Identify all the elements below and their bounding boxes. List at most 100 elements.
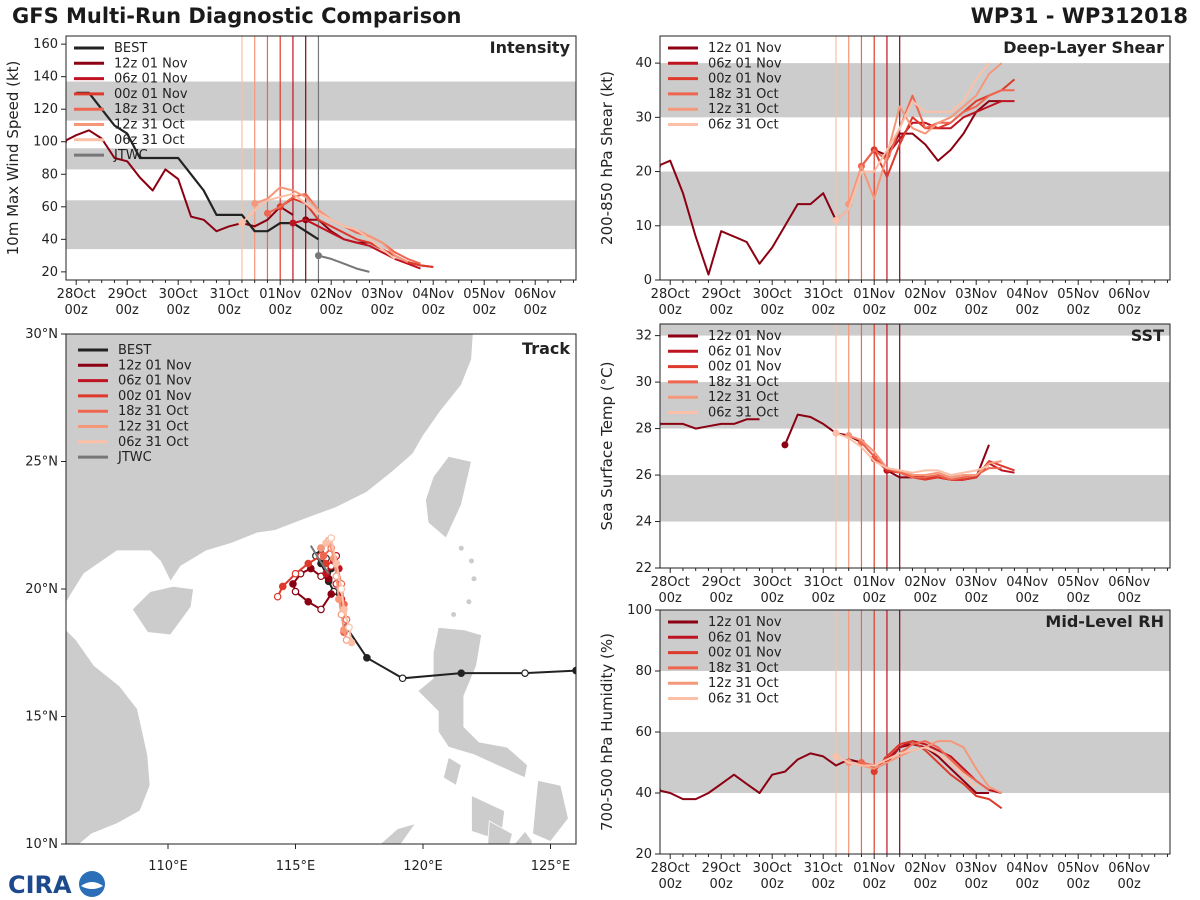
longitude-label: 115°E [276, 859, 316, 874]
x-tick-label-day: 04Nov [1006, 287, 1048, 302]
series-start-point [781, 441, 789, 449]
x-tick-label-day: 05Nov [1057, 575, 1099, 590]
x-tick-label-day: 06Nov [1108, 287, 1150, 302]
bohol-cebu-land [513, 830, 534, 844]
x-tick-label-hour: 00z [116, 303, 140, 318]
rh-band [660, 610, 1170, 671]
x-tick-label-hour: 00z [710, 591, 734, 606]
legend-label: 12z 31 Oct [708, 390, 779, 405]
track-point [332, 559, 341, 568]
x-tick-label-day: 03Nov [955, 861, 997, 876]
series-line [660, 100, 1002, 276]
rh-frame [659, 609, 1171, 855]
x-tick-label-hour: 00z [1118, 877, 1142, 892]
track-point [347, 638, 356, 647]
x-tick-label-day: 31Oct [804, 575, 843, 590]
series-start-point [832, 216, 840, 224]
y-axis-label: 10m Max Wind Speed (kt) [4, 61, 22, 256]
x-tick-label-day: 02Nov [904, 287, 946, 302]
legend-label: JTWC [117, 450, 152, 465]
y-tick-label: 0 [644, 273, 652, 288]
y-tick-label: 140 [33, 70, 58, 85]
x-tick-label-hour: 00z [812, 303, 836, 318]
x-tick-label-day: 28Oct [651, 575, 690, 590]
legend-label: 06z 01 Nov [114, 72, 188, 87]
y-tick-label: 20 [635, 847, 652, 862]
track-point [291, 587, 300, 596]
sst-band [660, 475, 1170, 522]
shear-series-group [660, 62, 1016, 276]
rh-panel: 28Oct00z29Oct00z30Oct00z31Oct00z01Nov00z… [598, 603, 1171, 892]
legend-label: 06z 31 Oct [114, 133, 185, 148]
x-tick-label-day: 06Nov [514, 287, 556, 302]
legend-label: 00z 01 Nov [708, 646, 782, 661]
x-tick-label-hour: 00z [65, 303, 89, 318]
x-tick-label-day: 02Nov [310, 287, 352, 302]
legend-label: 12z 01 Nov [708, 329, 782, 344]
track-point [337, 585, 346, 593]
panel-title: Track [522, 339, 570, 358]
x-tick-label-hour: 00z [1016, 591, 1040, 606]
track-point [317, 605, 325, 614]
x-tick-label-hour: 00z [761, 877, 785, 892]
y-tick-label: 26 [635, 468, 652, 483]
x-tick-label-day: 29Oct [702, 861, 741, 876]
latitude-label: 15°N [25, 710, 58, 725]
x-tick-label-hour: 00z [1118, 303, 1142, 318]
x-tick-label-hour: 00z [914, 877, 938, 892]
series-line [847, 62, 1003, 205]
x-tick-label-hour: 00z [320, 303, 344, 318]
track-point [335, 595, 343, 604]
intensity-band [66, 200, 576, 250]
legend-label: 12z 01 Nov [114, 56, 188, 71]
y-axis-label: Sea Surface Temp (°C) [598, 361, 616, 530]
cira-logo: CIRA [8, 871, 105, 899]
x-tick-label-hour: 00z [167, 303, 191, 318]
series-line [76, 91, 319, 241]
island-land [471, 576, 477, 582]
x-tick-label-hour: 00z [914, 303, 938, 318]
x-tick-label-hour: 00z [1016, 877, 1040, 892]
x-tick-label-hour: 00z [863, 877, 887, 892]
y-tick-label: 100 [627, 603, 652, 618]
legend-label: 12z 31 Oct [114, 118, 185, 133]
track-point [327, 590, 336, 598]
x-tick-label-day: 05Nov [1057, 861, 1099, 876]
x-tick-label-hour: 00z [371, 303, 395, 318]
x-tick-label-day: 01Nov [853, 575, 895, 590]
y-tick-label: 40 [635, 56, 652, 71]
track-frame [65, 333, 577, 845]
y-tick-label: 24 [635, 515, 652, 530]
x-tick-label-day: 01Nov [853, 861, 895, 876]
x-tick-label-hour: 00z [812, 591, 836, 606]
x-tick-label-hour: 00z [1067, 303, 1091, 318]
y-tick-label: 120 [33, 102, 58, 117]
x-tick-label-hour: 00z [1118, 591, 1142, 606]
track-point [327, 534, 336, 542]
track-point [317, 544, 325, 553]
x-tick-label-day: 03Nov [955, 287, 997, 302]
y-tick-label: 30 [635, 110, 652, 125]
rh-series-group [660, 740, 1003, 810]
island-land [466, 599, 472, 605]
track-point [278, 582, 287, 591]
legend-label: 06z 01 Nov [708, 630, 782, 645]
x-tick-label-hour: 00z [761, 303, 785, 318]
y-tick-label: 30 [635, 375, 652, 390]
series-line [848, 434, 1002, 479]
x-tick-label-day: 31Oct [804, 287, 843, 302]
x-tick-label-day: 28Oct [651, 861, 690, 876]
track-line [309, 545, 330, 575]
x-tick-label-hour: 00z [914, 591, 938, 606]
shear-band [660, 63, 1170, 118]
x-tick-label-day: 31Oct [804, 861, 843, 876]
x-tick-label-day: 04Nov [1006, 575, 1048, 590]
sst-panel: 28Oct00z29Oct00z30Oct00z31Oct00z01Nov00z… [598, 323, 1171, 606]
track-panel: 110°E 115°E 120°E 125°E 10°N 15°N 20°N 25°N 30°N… [25, 327, 577, 874]
legend-label: 06z 31 Oct [708, 692, 779, 707]
intensity-band [66, 148, 576, 170]
